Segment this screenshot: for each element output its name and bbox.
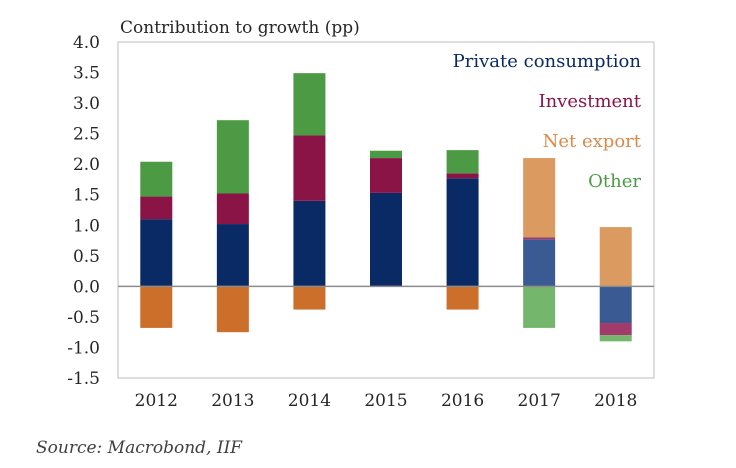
bar-segment: [370, 192, 402, 287]
y-tick-label: 1.0: [73, 216, 100, 236]
plot-frame: [117, 41, 655, 379]
y-tick-label: -0.5: [67, 308, 100, 328]
x-tick-label: 2014: [288, 391, 331, 411]
bar-segment: [216, 224, 249, 287]
x-tick-label: 2017: [518, 391, 561, 411]
x-tick-label: 2013: [211, 391, 254, 411]
bar-segment: [216, 193, 249, 225]
bar-segment: [140, 196, 173, 220]
bar-segment: [599, 335, 632, 342]
legend-entry: Other: [588, 171, 641, 192]
bar-segment: [293, 286, 326, 310]
x-tick-label: 2018: [594, 391, 637, 411]
bar-segment: [599, 227, 632, 287]
bar-segment: [140, 286, 173, 328]
y-tick-label: 4.0: [73, 33, 100, 53]
y-tick-label: -1.0: [67, 338, 100, 358]
y-tick-label: 0.5: [73, 247, 100, 267]
y-tick-label: 2.5: [73, 125, 100, 145]
bar-segment: [599, 323, 632, 336]
bar-segment: [599, 286, 632, 324]
legend-entry: Investment: [538, 91, 641, 112]
bar-segment: [140, 219, 173, 287]
bar-segment: [370, 150, 402, 159]
y-tick-label: 2.0: [73, 155, 100, 175]
x-tick-label: 2016: [441, 391, 484, 411]
y-tick-label: 1.5: [73, 186, 100, 206]
y-tick-label: 3.5: [73, 64, 100, 84]
x-tick-label: 2015: [364, 391, 407, 411]
bar-segment: [446, 178, 479, 287]
y-tick-label: 0.0: [73, 277, 100, 297]
y-axis-title: Contribution to growth (pp): [120, 18, 360, 38]
bar-segment: [446, 286, 479, 310]
bar-segment: [140, 161, 173, 197]
bar-segment: [293, 135, 326, 201]
legend-entry: Net export: [543, 131, 642, 152]
bar-segment: [293, 73, 326, 136]
x-tick-label: 2012: [135, 391, 178, 411]
bar-segment: [523, 239, 556, 287]
bar-segment: [446, 173, 479, 179]
bar-segment: [523, 286, 556, 328]
y-tick-label: 3.0: [73, 94, 100, 114]
bar-segment: [216, 286, 249, 333]
bar-segment: [216, 120, 249, 194]
bar-segment: [293, 200, 326, 287]
legend-entry: Private consumption: [453, 51, 642, 72]
y-tick-label: -1.5: [67, 369, 100, 389]
bar-segment: [523, 237, 556, 240]
source-note: Source: Macrobond, IIF: [36, 438, 243, 458]
bar-segment: [370, 158, 402, 193]
bar-segment: [446, 150, 479, 174]
bar-segment: [523, 158, 556, 238]
